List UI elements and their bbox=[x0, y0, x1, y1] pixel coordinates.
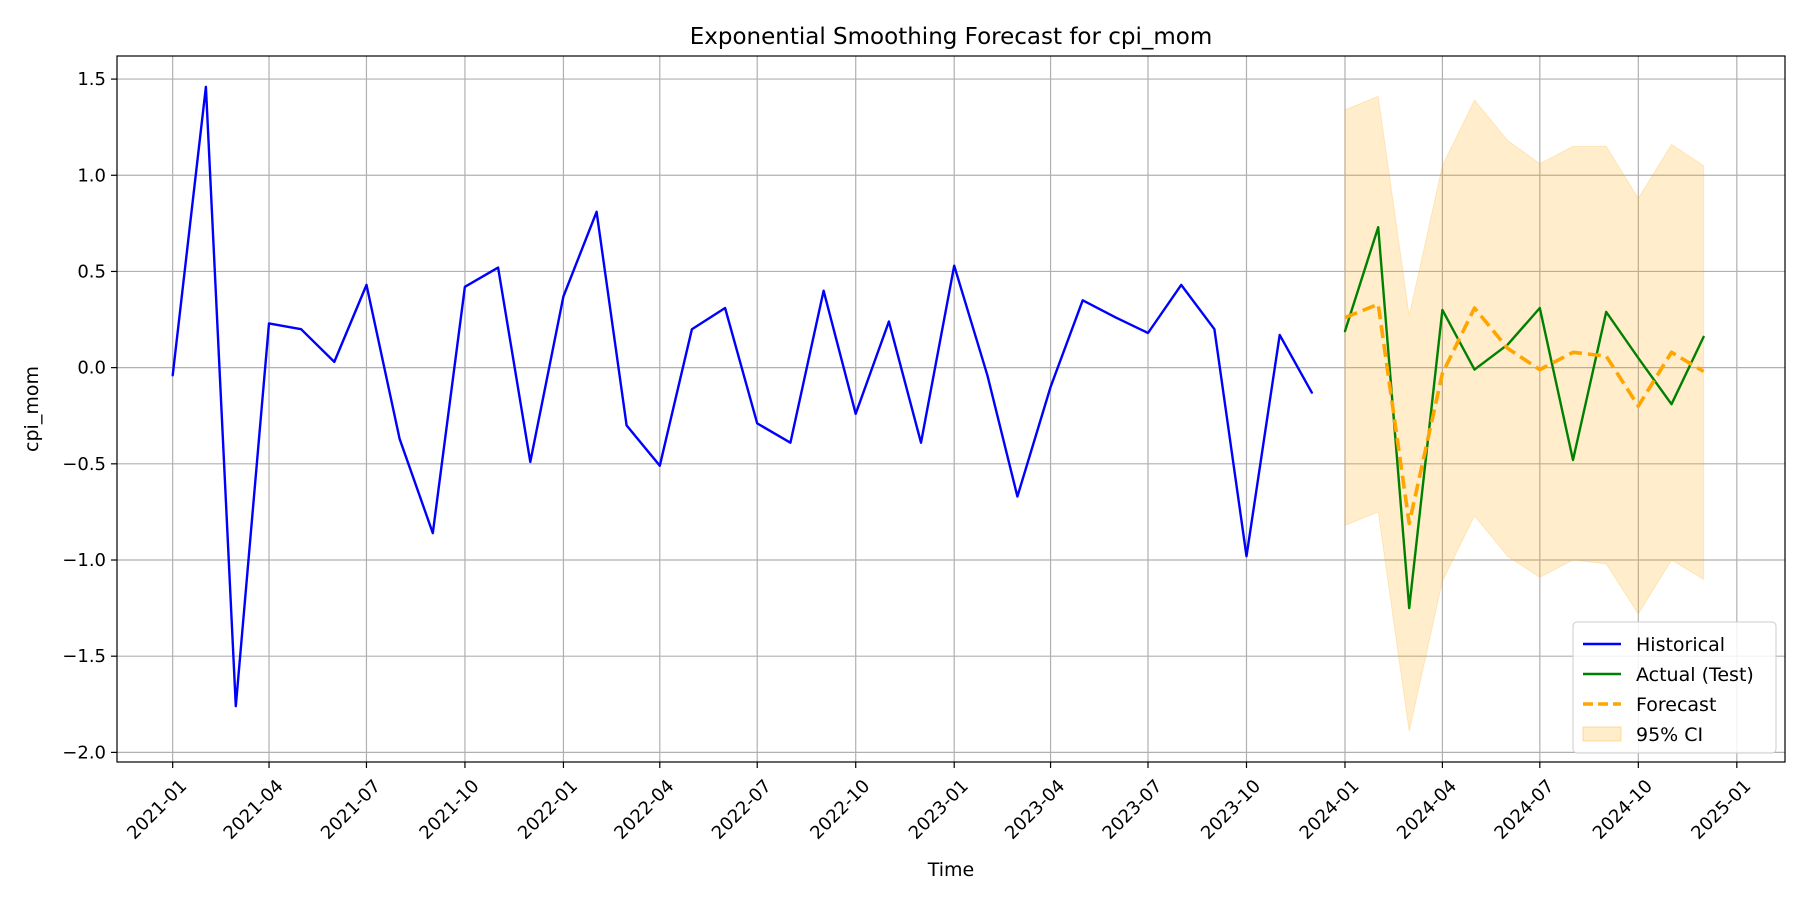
x-tick-label: 2021-10 bbox=[415, 776, 483, 844]
x-tick-label: 2025-01 bbox=[1687, 776, 1755, 844]
x-tick-label: 2023-10 bbox=[1197, 776, 1265, 844]
x-tick-label: 2023-07 bbox=[1099, 776, 1167, 844]
legend: Historical Actual (Test) Forecast 95% CI bbox=[1572, 621, 1777, 754]
x-axis-ticks: 2021-01 2021-04 2021-07 2021-10 2022-01 2022-… bbox=[123, 762, 1755, 844]
y-tick-label: −1.5 bbox=[62, 646, 106, 667]
y-tick-label: 0.0 bbox=[77, 358, 106, 379]
grid-lines bbox=[117, 56, 1785, 762]
legend-box bbox=[1572, 621, 1777, 754]
series-line-historical bbox=[171, 85, 1314, 708]
plot-frame bbox=[116, 55, 1786, 763]
legend-label-forecast: Forecast bbox=[1636, 694, 1716, 716]
x-tick-label: 2022-07 bbox=[708, 776, 776, 844]
legend-label-95-ci: 95% CI bbox=[1636, 724, 1703, 746]
x-tick-label: 2023-04 bbox=[1001, 776, 1069, 844]
series-line-actual-test bbox=[1343, 225, 1705, 610]
y-tick-label: −0.5 bbox=[62, 454, 106, 475]
x-tick-label: 2024-10 bbox=[1589, 776, 1657, 844]
legend-label-historical: Historical bbox=[1636, 634, 1725, 656]
y-axis-title: cpi_mom bbox=[21, 366, 43, 452]
x-tick-label: 2021-04 bbox=[220, 776, 288, 844]
legend-swatch-95-ci bbox=[1582, 726, 1622, 742]
y-tick-label: 0.5 bbox=[77, 261, 106, 282]
x-tick-label: 2022-01 bbox=[514, 776, 582, 844]
chart-title: Exponential Smoothing Forecast for cpi_m… bbox=[690, 24, 1213, 50]
y-tick-label: −2.0 bbox=[62, 742, 106, 763]
x-tick-label: 2024-04 bbox=[1393, 776, 1461, 844]
x-axis-title: Time bbox=[927, 859, 975, 881]
y-axis-ticks: −2.0 −1.5 −1.0 −0.5 0.0 0.5 1.0 1.5 bbox=[62, 69, 117, 763]
series-layer bbox=[171, 85, 1705, 708]
y-tick-label: −1.0 bbox=[62, 550, 106, 571]
x-tick-label: 2021-01 bbox=[123, 776, 191, 844]
x-tick-label: 2024-07 bbox=[1490, 776, 1558, 844]
x-tick-label: 2022-04 bbox=[610, 776, 678, 844]
confidence-band-layer bbox=[1344, 95, 1705, 732]
x-tick-label: 2023-01 bbox=[905, 776, 973, 844]
y-tick-label: 1.0 bbox=[77, 165, 106, 186]
x-tick-label: 2022-10 bbox=[806, 776, 874, 844]
ci-band-area bbox=[1344, 95, 1705, 732]
x-tick-label: 2024-01 bbox=[1296, 776, 1364, 844]
x-tick-label: 2021-07 bbox=[317, 776, 385, 844]
legend-label-actual-test: Actual (Test) bbox=[1636, 664, 1754, 686]
series-line-forecast bbox=[1344, 302, 1705, 526]
y-tick-label: 1.5 bbox=[77, 69, 106, 90]
